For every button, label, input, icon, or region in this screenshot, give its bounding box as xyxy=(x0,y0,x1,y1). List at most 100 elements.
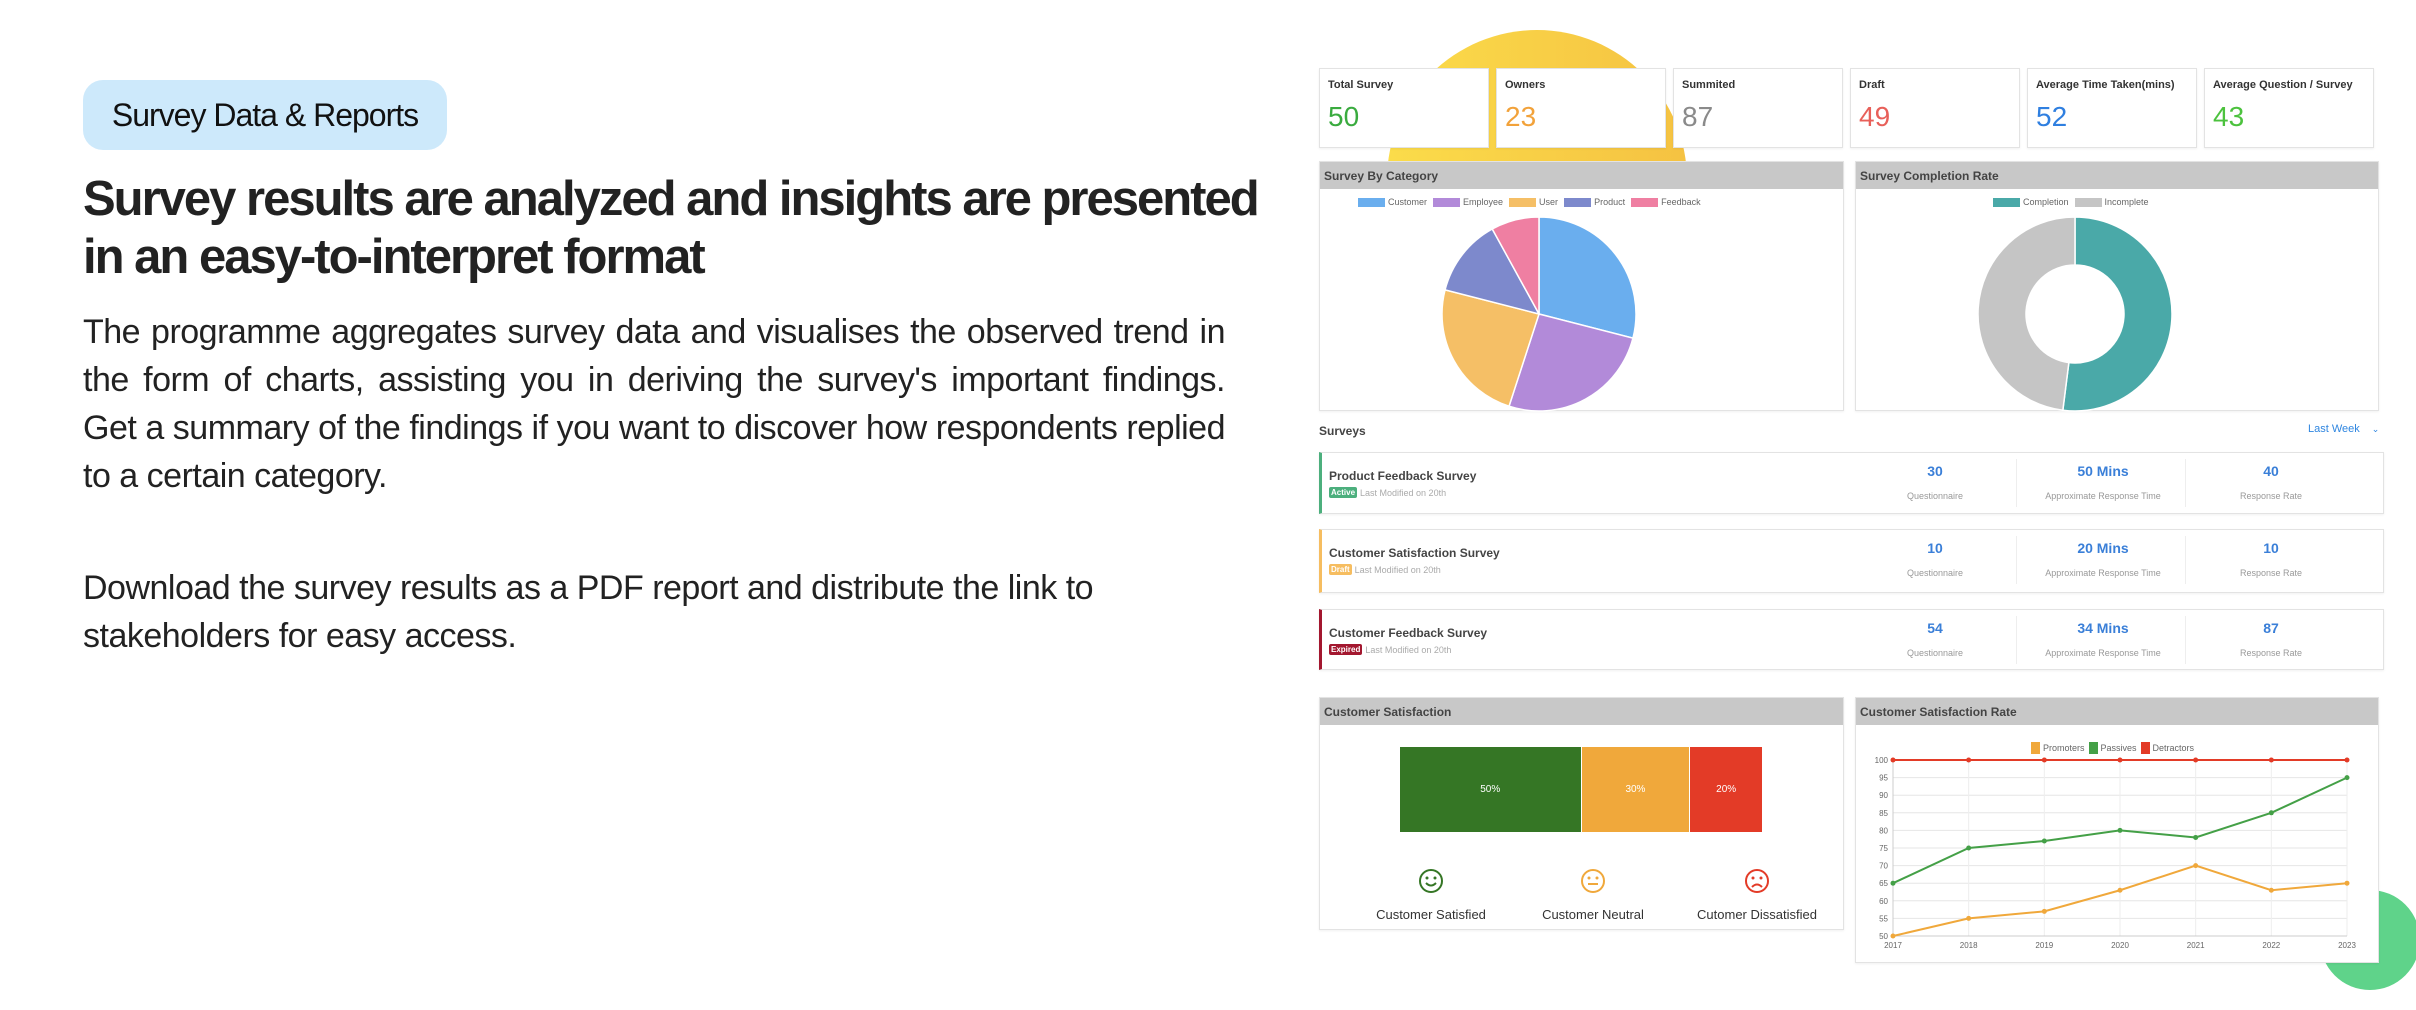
promoters-point[interactable] xyxy=(2117,887,2123,893)
passives-point[interactable] xyxy=(1890,880,1896,886)
legend-item[interactable]: Promoters xyxy=(2031,742,2085,754)
stat-card: Draft 49 xyxy=(1850,68,2020,148)
passives-point[interactable] xyxy=(2193,834,2199,840)
promoters-point[interactable] xyxy=(2344,880,2350,886)
promoters-point[interactable] xyxy=(2041,908,2047,914)
stat-card: Average Question / Survey 43 xyxy=(2204,68,2374,148)
detractors-point[interactable] xyxy=(2193,757,2199,763)
slice-user[interactable] xyxy=(1441,288,1540,408)
x-tick-label: 2022 xyxy=(2262,941,2280,950)
legend-item[interactable]: Passives xyxy=(2088,742,2137,754)
detractors-point[interactable] xyxy=(2041,757,2047,763)
legend-label: Detractors xyxy=(2152,743,2195,753)
legend-swatch xyxy=(1564,197,1592,207)
passives-point[interactable] xyxy=(2041,838,2047,844)
legend-swatch xyxy=(2031,742,2040,754)
slice-incomplete[interactable] xyxy=(1977,216,2076,412)
detractors-point[interactable] xyxy=(2268,757,2274,763)
stat-value: 52 xyxy=(2036,101,2068,132)
legend-item[interactable]: Incomplete xyxy=(2074,197,2149,207)
legend-swatch xyxy=(1509,197,1537,207)
stat-label: Average Question / Survey xyxy=(2213,79,2353,91)
survey-response-rate: 40 Response Rate xyxy=(2187,459,2355,509)
category-pie-chart xyxy=(1441,216,1637,412)
metric-value: 34 Mins xyxy=(2077,620,2129,636)
metric-label: Questionnaire xyxy=(1906,491,1964,501)
chart-legend: Customer Employee User Product Feedback xyxy=(1358,197,1701,207)
x-tick-label: 2017 xyxy=(1884,941,1902,950)
metric-label: Response Rate xyxy=(2239,491,2303,501)
last-modified: Last Modified on 20th xyxy=(1360,487,1447,498)
legend-item[interactable]: Feedback xyxy=(1631,197,1701,207)
detractors-point[interactable] xyxy=(1966,757,1972,763)
survey-response-rate: 87 Response Rate xyxy=(2187,616,2355,666)
passives-point[interactable] xyxy=(1966,845,1972,851)
stat-card: Total Survey 50 xyxy=(1319,68,1489,148)
stat-value: 87 xyxy=(1682,101,1714,132)
stat-card: Owners 23 xyxy=(1496,68,1666,148)
customer-satisfaction-rate-panel: Customer Satisfaction Rate Promoters Pass… xyxy=(1855,697,2379,963)
survey-questionnaire: 54 Questionnaire xyxy=(1851,616,2019,666)
legend-item[interactable]: Completion xyxy=(1993,197,2069,207)
satisfaction-stacked-bar: 50% 30% 20% xyxy=(1400,747,1763,832)
column-divider xyxy=(2016,536,2017,584)
slice-employee[interactable] xyxy=(1508,313,1634,412)
survey-response-time: 34 Mins Approximate Response Time xyxy=(2019,616,2187,666)
column-divider xyxy=(2016,459,2017,507)
survey-response-rate: 10 Response Rate xyxy=(2187,536,2355,586)
passives-point[interactable] xyxy=(2344,775,2350,781)
period-filter-label: Last Week xyxy=(2308,423,2360,435)
satisfaction-rate-line-chart: 50 55 60 65 70 75 80 85 90 95 100 2017 2018 2019 2020 2… xyxy=(1875,756,2357,950)
legend-label: Product xyxy=(1594,197,1626,207)
satisfaction-segment: 30% xyxy=(1581,747,1690,832)
metric-label: Questionnaire xyxy=(1906,648,1964,658)
detractors-point[interactable] xyxy=(2344,757,2350,763)
passives-point[interactable] xyxy=(2268,810,2274,816)
metric-value: 87 xyxy=(2263,620,2279,636)
legend-label: Incomplete xyxy=(2104,197,2149,207)
slice-customer[interactable] xyxy=(1538,216,1637,340)
y-tick-label: 50 xyxy=(1879,932,1888,941)
legend-item[interactable]: Detractors xyxy=(2140,742,2195,754)
legend-swatch xyxy=(2088,742,2098,754)
survey-name: Customer Feedback Survey xyxy=(1329,626,1488,640)
passives-point[interactable] xyxy=(2117,827,2123,833)
survey-questionnaire: 10 Questionnaire xyxy=(1851,536,2019,586)
slice-completion[interactable] xyxy=(2062,216,2173,412)
detractors-point[interactable] xyxy=(1890,757,1896,763)
legend-item[interactable]: User xyxy=(1509,197,1558,207)
legend-item[interactable]: Employee xyxy=(1433,197,1503,207)
last-modified: Last Modified on 20th xyxy=(1365,644,1452,655)
neutral-face-icon xyxy=(1579,868,1607,899)
promoters-point[interactable] xyxy=(2268,887,2274,893)
promoters-point[interactable] xyxy=(1966,915,1972,921)
period-filter-dropdown[interactable]: Last Week ⌄ xyxy=(2308,423,2379,435)
slice-product[interactable] xyxy=(1444,227,1541,316)
stat-value: 50 xyxy=(1328,101,1360,132)
detractors-point[interactable] xyxy=(2117,757,2123,763)
stat-label: Summited xyxy=(1682,79,1736,91)
x-tick-label: 2021 xyxy=(2187,941,2205,950)
survey-row[interactable]: Customer Satisfaction Survey Draft Last Mo… xyxy=(1319,529,2384,593)
survey-row[interactable]: Customer Feedback Survey Expired Last Modi… xyxy=(1319,609,2384,670)
promoters-point[interactable] xyxy=(2193,863,2199,869)
stat-value: 23 xyxy=(1505,101,1537,132)
legend-item[interactable]: Product xyxy=(1564,197,1625,207)
download-paragraph: Download the survey results as a PDF rep… xyxy=(83,569,1094,655)
smile-icon xyxy=(1417,868,1445,899)
metric-value: 10 xyxy=(1927,540,1943,556)
slice-feedback[interactable] xyxy=(1491,216,1540,315)
metric-value: 50 Mins xyxy=(2077,463,2129,479)
survey-row[interactable]: Product Feedback Survey Active Last Modifi… xyxy=(1319,452,2384,514)
stat-label: Owners xyxy=(1505,79,1546,91)
y-tick-label: 90 xyxy=(1879,791,1888,800)
promoters-point[interactable] xyxy=(1890,933,1896,939)
page-heading: Survey results are analyzed and insights… xyxy=(83,172,1260,284)
metric-value: 10 xyxy=(2263,540,2279,556)
legend-item[interactable]: Customer xyxy=(1358,197,1427,207)
column-divider xyxy=(2185,459,2186,507)
y-tick-label: 65 xyxy=(1879,879,1888,888)
metric-label: Approximate Response Time xyxy=(2045,568,2161,578)
stat-value: 43 xyxy=(2213,101,2245,132)
panel-title: Survey By Category xyxy=(1320,162,1843,189)
